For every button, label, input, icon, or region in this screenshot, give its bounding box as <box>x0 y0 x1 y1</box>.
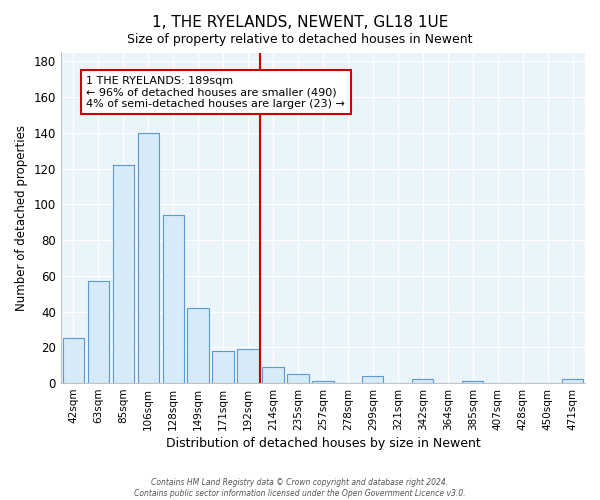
Bar <box>287 374 308 383</box>
Bar <box>362 376 383 383</box>
X-axis label: Distribution of detached houses by size in Newent: Distribution of detached houses by size … <box>166 437 480 450</box>
Text: 1, THE RYELANDS, NEWENT, GL18 1UE: 1, THE RYELANDS, NEWENT, GL18 1UE <box>152 15 448 30</box>
Text: Contains HM Land Registry data © Crown copyright and database right 2024.
Contai: Contains HM Land Registry data © Crown c… <box>134 478 466 498</box>
Bar <box>312 382 334 383</box>
Text: Size of property relative to detached houses in Newent: Size of property relative to detached ho… <box>127 32 473 46</box>
Text: 1 THE RYELANDS: 189sqm
← 96% of detached houses are smaller (490)
4% of semi-det: 1 THE RYELANDS: 189sqm ← 96% of detached… <box>86 76 345 109</box>
Bar <box>187 308 209 383</box>
Bar <box>88 281 109 383</box>
Bar <box>562 380 583 383</box>
Y-axis label: Number of detached properties: Number of detached properties <box>15 125 28 311</box>
Bar <box>212 351 233 383</box>
Bar <box>113 165 134 383</box>
Bar <box>163 215 184 383</box>
Bar <box>62 338 84 383</box>
Bar <box>262 367 284 383</box>
Bar <box>238 349 259 383</box>
Bar <box>412 380 433 383</box>
Bar <box>462 382 483 383</box>
Bar <box>137 133 159 383</box>
